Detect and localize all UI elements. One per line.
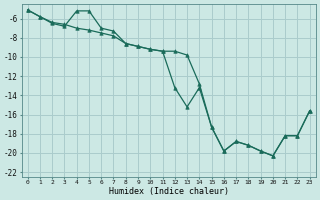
X-axis label: Humidex (Indice chaleur): Humidex (Indice chaleur): [109, 187, 229, 196]
